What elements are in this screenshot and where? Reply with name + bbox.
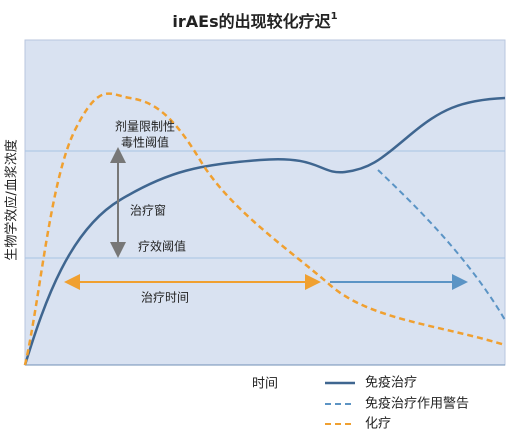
x-axis-label: 时间 bbox=[252, 377, 278, 392]
plot-area bbox=[24, 39, 506, 366]
y-axis-label: 生物学效应/血浆浓度 bbox=[4, 139, 20, 260]
annotation: 治疗时间 bbox=[141, 291, 189, 305]
annotation: 治疗窗 bbox=[130, 204, 166, 218]
immunotherapy-curve bbox=[23, 96, 506, 366]
legend-label: 免疫治疗 bbox=[365, 375, 417, 391]
annotation: 疗效阈值 bbox=[138, 239, 186, 254]
title: irAEs的出现较化疗迟1 bbox=[172, 11, 337, 31]
annotation: 剂量限制性 bbox=[115, 119, 175, 134]
chemotherapy-curve bbox=[23, 92, 506, 366]
immunotherapy-warning-curve bbox=[377, 169, 506, 321]
legend-label: 免疫治疗作用警告 bbox=[365, 396, 469, 412]
legend-label: 化疗 bbox=[365, 417, 391, 432]
annotation: 毒性阈值 bbox=[121, 135, 169, 150]
